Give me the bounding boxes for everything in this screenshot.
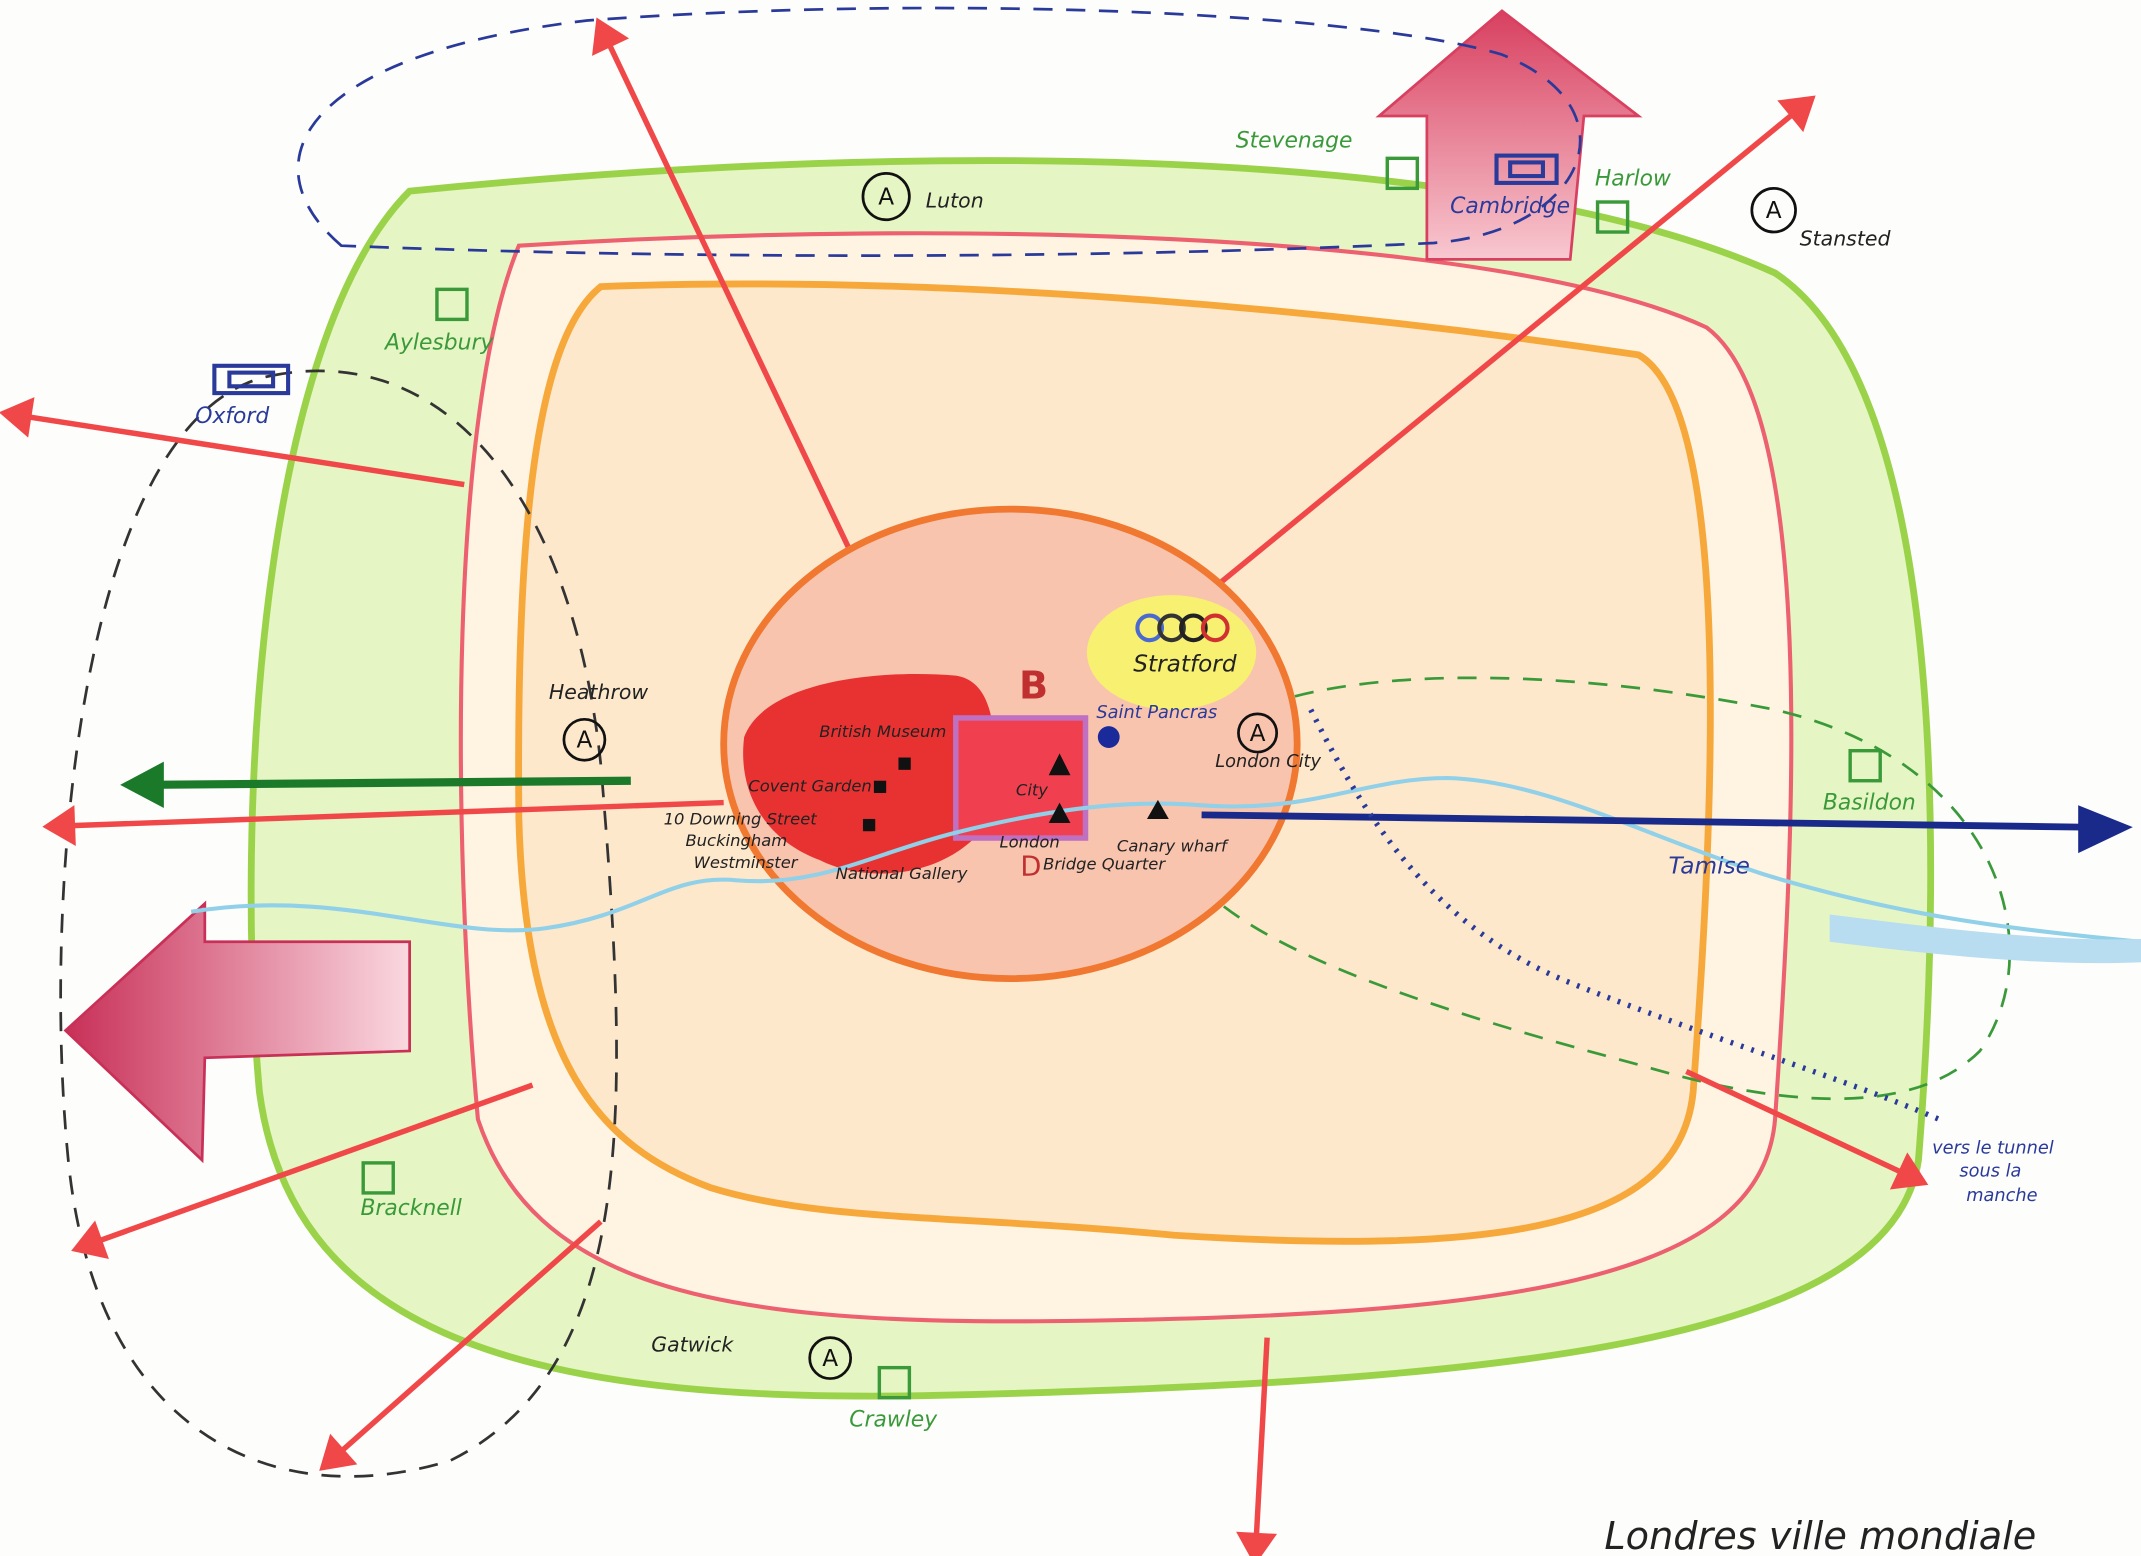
label: London City [1215,752,1321,772]
airport-symbol: A [1766,197,1782,224]
page: {"title": "Londres ville mondiale", "sym… [0,0,2141,1556]
district-symbol: B [1019,664,1048,708]
label: Covent Garden [748,777,872,796]
label: vers le tunnel [1932,1138,2054,1158]
map: A A A A A B D Luton Stevenage Cambridge … [0,0,2141,1556]
label: Canary wharf [1117,837,1229,856]
label: Buckingham [685,831,787,850]
label: Aylesbury [383,330,494,355]
district-symbol: D [1020,852,1041,883]
marker [874,781,886,793]
label: Tamise [1669,853,1750,880]
label: National Gallery [836,864,968,883]
arrow-green [150,781,631,785]
label: Harlow [1595,167,1671,192]
label: Bracknell [360,1196,461,1221]
label: Stansted [1800,227,1892,251]
label: Heathrow [549,680,648,704]
label: City [1016,781,1048,800]
label: Luton [926,188,984,212]
label: Oxford [195,404,269,429]
label: British Museum [819,722,946,741]
label: Westminster [694,853,799,872]
title: Londres ville mondiale [1604,1515,2036,1556]
label: Cambridge [1450,194,1570,219]
airport-symbol: A [576,727,592,754]
label: 10 Downing Street [664,809,818,828]
airport-symbol: A [1250,720,1266,747]
label: Stevenage [1236,128,1353,153]
label: Stratford [1133,651,1237,678]
label: Gatwick [651,1332,734,1356]
label: Basildon [1823,790,1916,815]
label: Saint Pancras [1096,703,1217,723]
label: manche [1966,1186,2037,1206]
marker [863,819,875,831]
airport-symbol: A [822,1345,838,1372]
label: Crawley [849,1407,938,1432]
label: London [999,833,1059,852]
label: sous la [1959,1162,2021,1182]
marker [898,758,910,770]
airport-symbol: A [878,183,894,210]
label: Bridge Quarter [1043,854,1166,873]
station [1098,726,1120,748]
